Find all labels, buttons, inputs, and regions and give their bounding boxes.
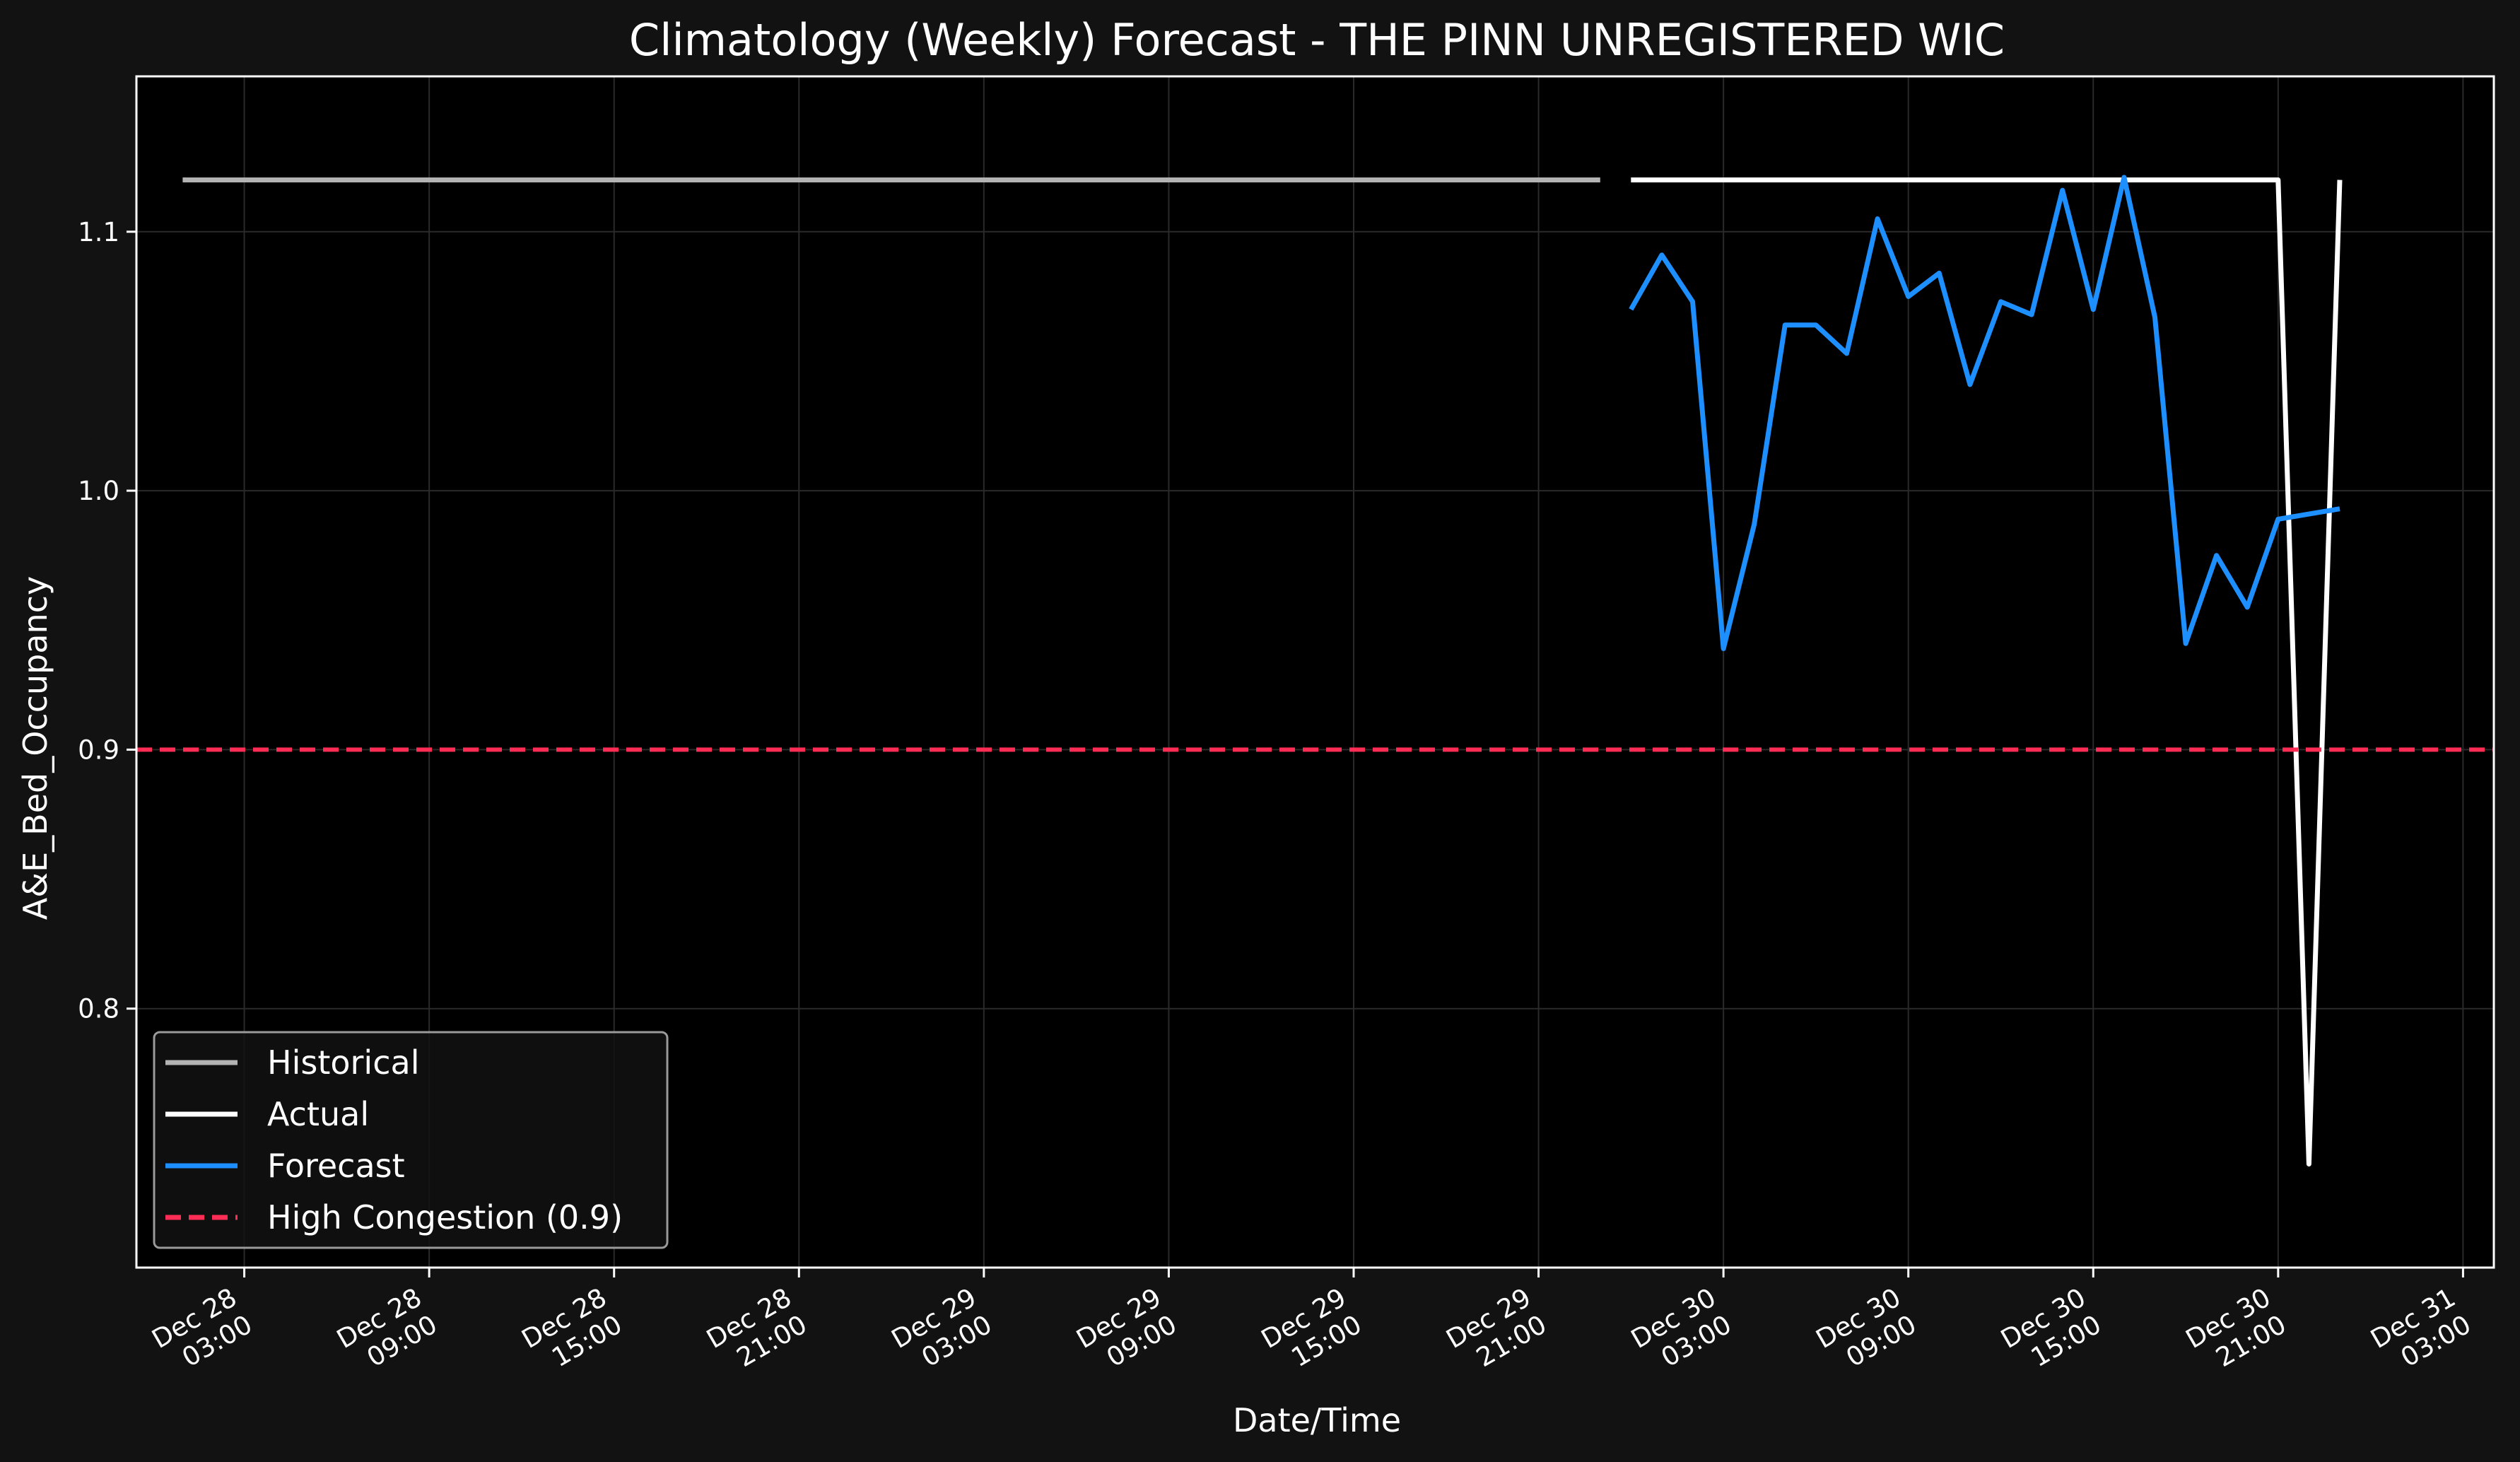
legend-label-historical: Historical [267, 1043, 419, 1082]
y-tick-label: 0.9 [78, 735, 119, 765]
legend-label-forecast: Forecast [267, 1147, 405, 1185]
y-tick-label: 1.1 [78, 217, 119, 247]
chart-title: Climatology (Weekly) Forecast - THE PINN… [629, 14, 2005, 66]
y-axis-label: A&E_Bed_Occupancy [16, 576, 54, 920]
legend-label-actual: Actual [267, 1095, 369, 1133]
legend-frame [153, 1031, 669, 1249]
plot-frame [135, 75, 2495, 1269]
legend-label-high-congestion-0-9: High Congestion (0.9) [267, 1198, 623, 1236]
series-layer [136, 175, 2494, 1166]
grid-lines [136, 76, 2494, 1268]
x-axis-label: Date/Time [1233, 1401, 1401, 1439]
y-tick-label: 0.8 [78, 994, 119, 1024]
series-line-forecast [1629, 175, 2340, 651]
y-tick-label: 1.0 [78, 476, 119, 506]
series-line-actual [1631, 177, 2343, 1166]
y-axis-ticks: 0.8 0.9 1.0 1.1 [78, 217, 136, 1024]
legend: Historical Actual Forecast High Congestion … [153, 1031, 669, 1249]
